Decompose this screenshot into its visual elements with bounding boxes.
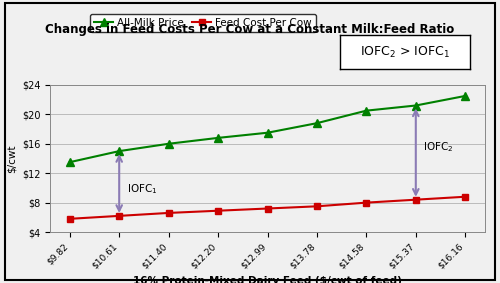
Text: IOFC$_1$: IOFC$_1$ <box>126 183 157 196</box>
X-axis label: 16% Protein-Mixed Dairy Feed ($/cwt of feed): 16% Protein-Mixed Dairy Feed ($/cwt of f… <box>133 276 402 283</box>
Text: IOFC$_2$: IOFC$_2$ <box>423 140 454 154</box>
Text: IOFC$_2$ > IOFC$_1$: IOFC$_2$ > IOFC$_1$ <box>360 45 450 60</box>
Text: Changes in Feed Costs Per Cow at a Constant Milk:Feed Ratio: Changes in Feed Costs Per Cow at a Const… <box>46 23 455 36</box>
Y-axis label: $/cwt: $/cwt <box>6 144 16 173</box>
Legend: All-Milk Price, Feed Cost Per Cow: All-Milk Price, Feed Cost Per Cow <box>90 14 316 32</box>
